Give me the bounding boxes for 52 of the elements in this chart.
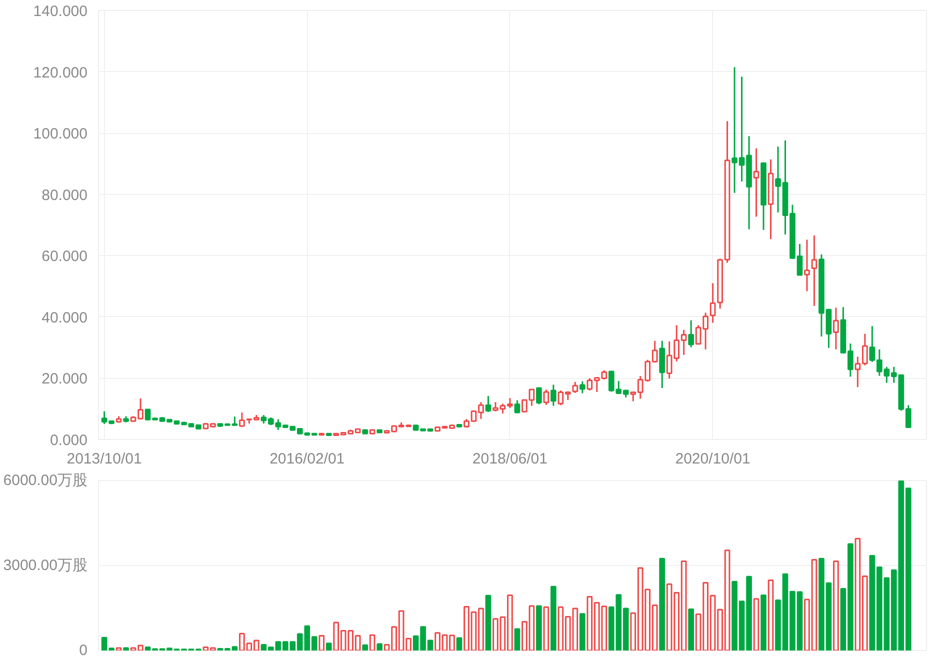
- bar: [760, 594, 766, 650]
- y-tick-label: 120.000: [33, 64, 88, 82]
- y-tick-label: 0.000: [50, 432, 88, 449]
- candlestick: [862, 333, 868, 366]
- candlestick: [753, 148, 760, 218]
- bar: [768, 579, 774, 650]
- x-tick-label: 2018/06/01: [472, 450, 548, 468]
- bar: [833, 560, 839, 650]
- bar: [318, 635, 325, 650]
- candlestick: [659, 340, 666, 389]
- bar: [579, 613, 586, 650]
- candlestick: [854, 356, 861, 388]
- candlestick: [485, 395, 492, 413]
- bar: [485, 594, 492, 650]
- candlestick: [804, 238, 810, 292]
- candlestick: [811, 234, 818, 307]
- bar: [456, 637, 462, 650]
- candlestick: [710, 282, 716, 324]
- x-tick-label: 2016/02/01: [270, 450, 345, 468]
- candlestick: [688, 320, 694, 348]
- bar: [753, 598, 760, 650]
- y-tick-label: 60.000: [42, 248, 88, 266]
- candlestick: [550, 384, 556, 407]
- bar: [536, 605, 542, 650]
- bar: [123, 647, 129, 650]
- y-tick-label: 140.000: [33, 3, 88, 20]
- bar: [362, 644, 368, 650]
- y-tick-label: 0: [79, 642, 88, 659]
- candlestick: [536, 386, 542, 406]
- y-tick-label: 40.000: [42, 309, 88, 326]
- bar: [376, 643, 382, 650]
- bar: [116, 647, 122, 650]
- y-tick-label: 20.000: [42, 370, 88, 388]
- candlestick: [514, 400, 520, 414]
- bar: [369, 634, 376, 650]
- bar: [514, 628, 520, 650]
- bar: [326, 642, 332, 650]
- bar: [550, 586, 556, 650]
- y-tick-label: 80.000: [42, 186, 88, 204]
- candlestick: [543, 388, 550, 406]
- y-tick-label: 100.000: [33, 126, 88, 143]
- candlestick: [579, 380, 586, 394]
- candlestick: [572, 381, 578, 394]
- y-tick-label: 3000.00万股: [3, 557, 88, 574]
- candlestick: [833, 306, 839, 350]
- y-tick-label: 6000.00万股: [3, 472, 88, 489]
- bar: [543, 606, 550, 650]
- candlestick: [239, 412, 245, 428]
- x-tick-label: 2020/10/01: [675, 450, 750, 468]
- bar: [659, 558, 666, 650]
- x-tick-label: 2013/10/01: [66, 450, 142, 468]
- bar: [688, 608, 694, 650]
